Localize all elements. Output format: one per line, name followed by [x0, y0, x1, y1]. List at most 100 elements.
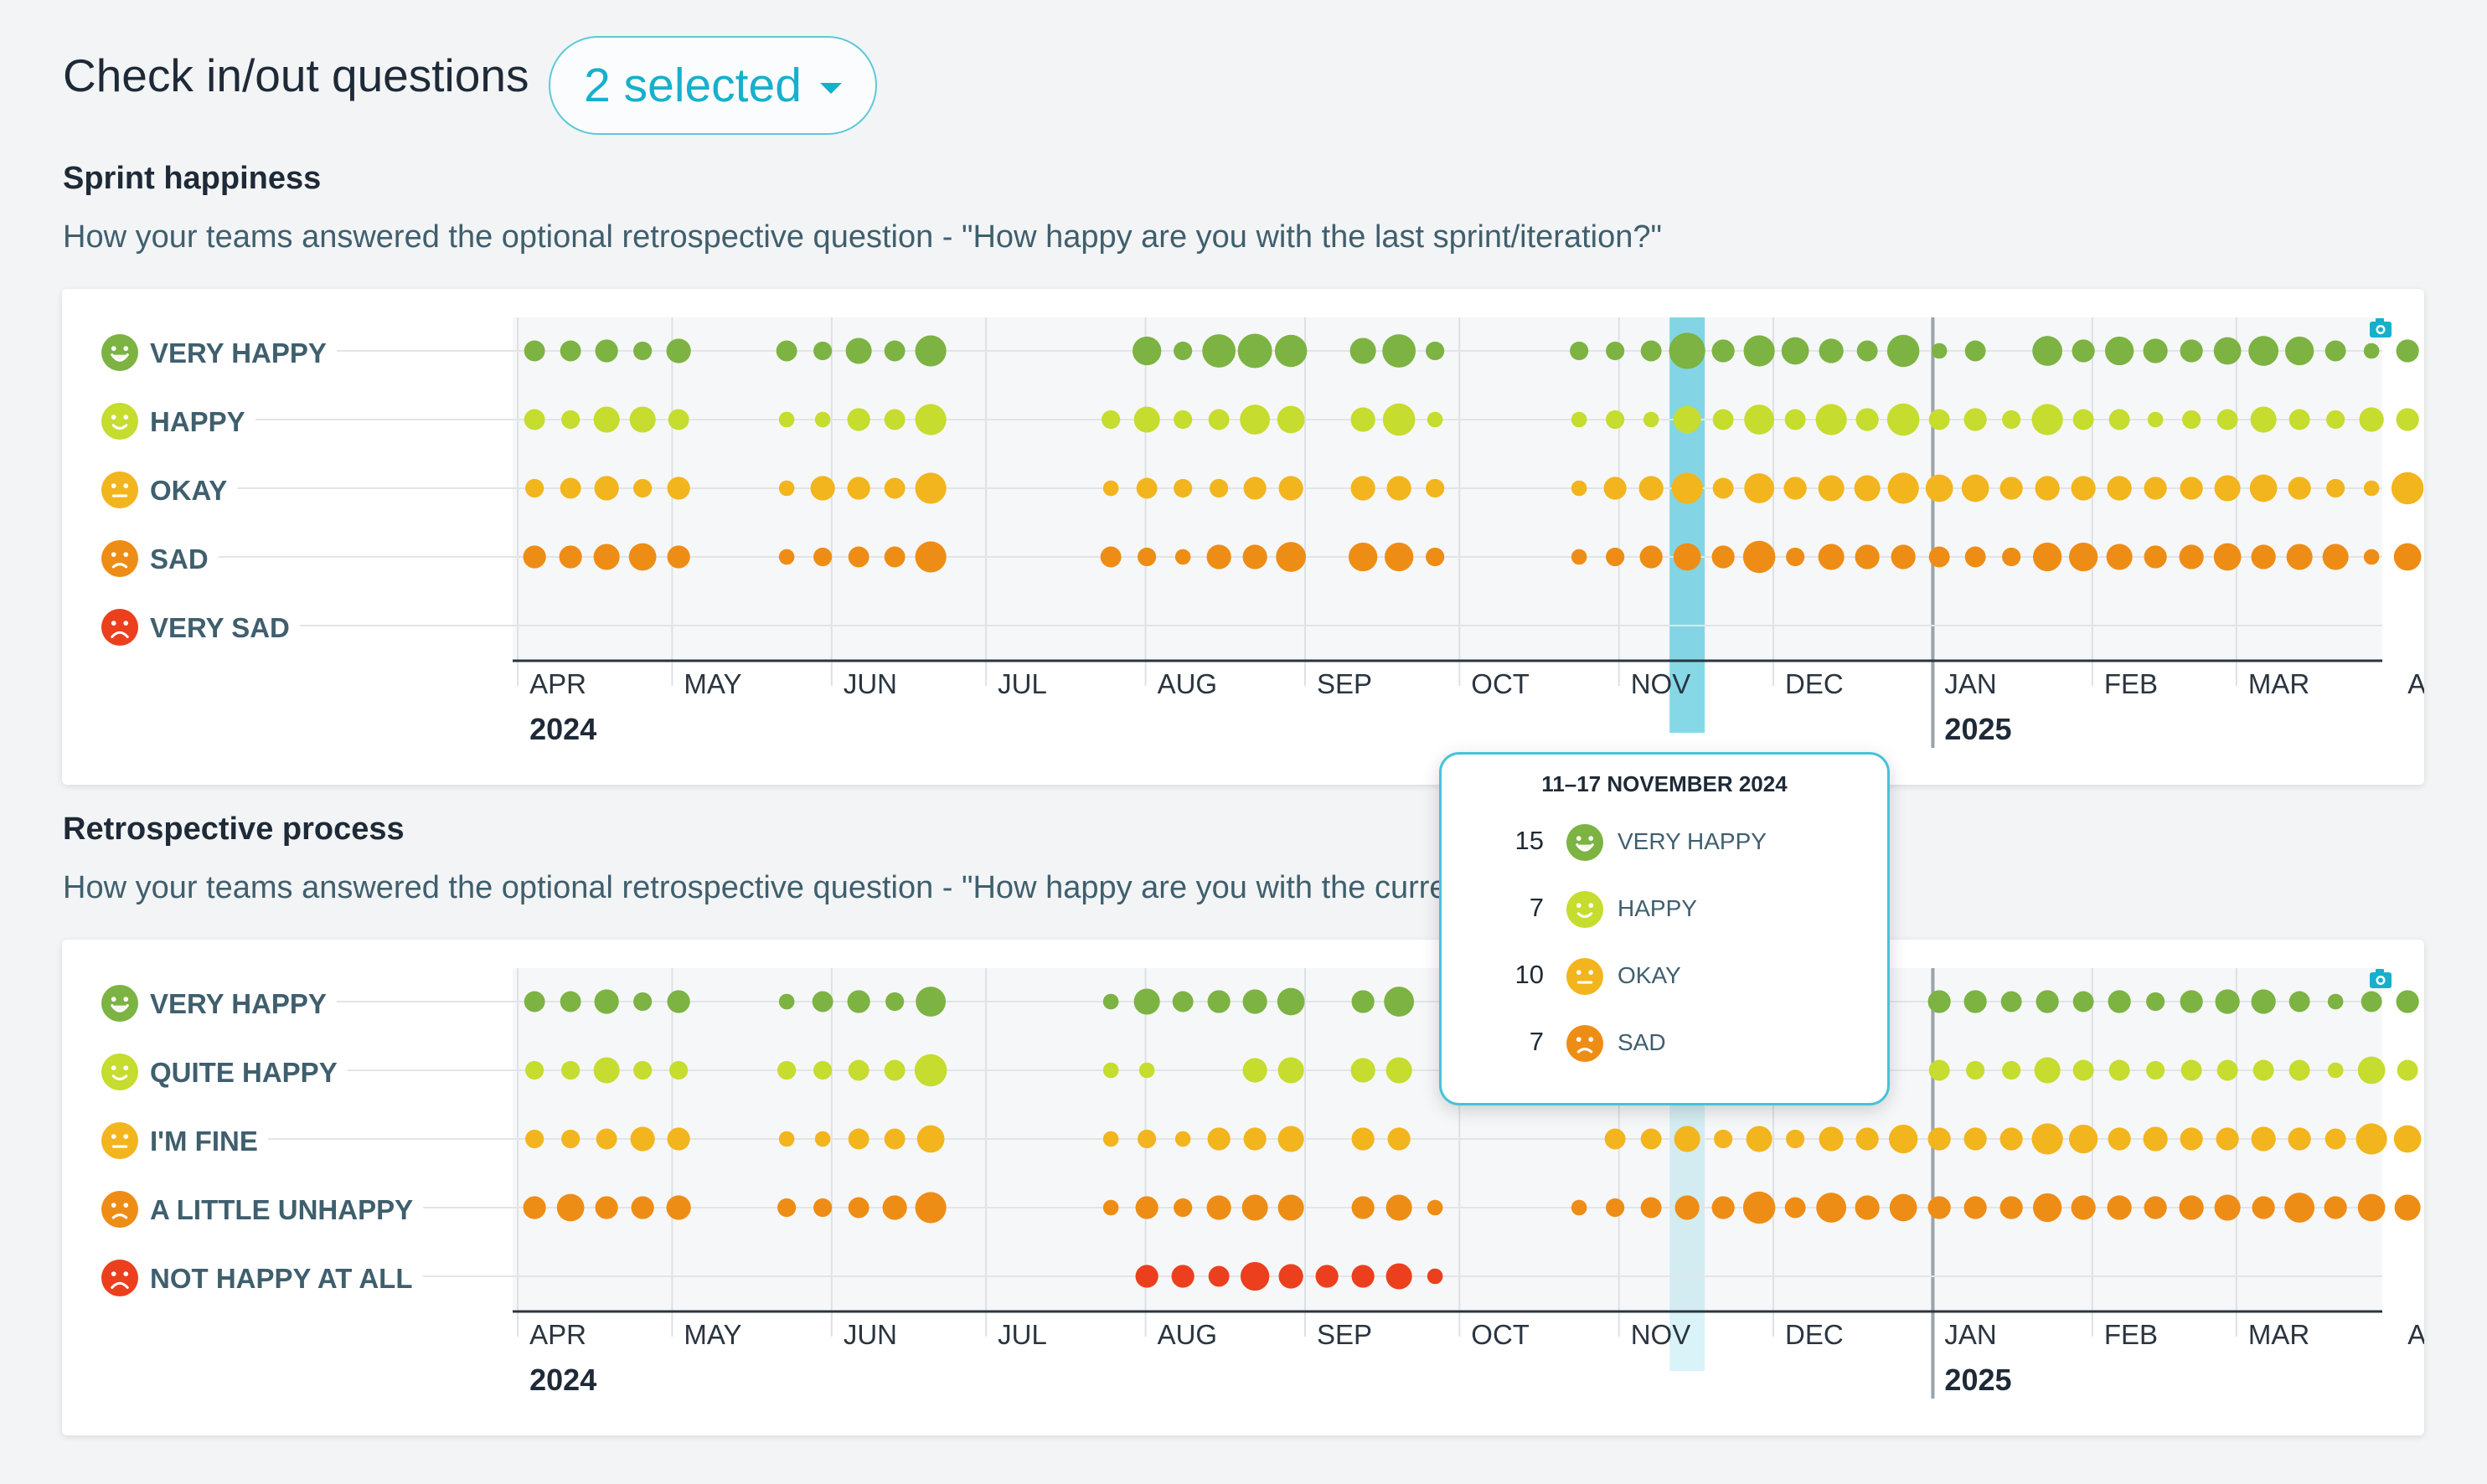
- data-point[interactable]: [848, 1059, 869, 1081]
- data-point[interactable]: [523, 545, 546, 569]
- data-point[interactable]: [594, 989, 619, 1014]
- data-point[interactable]: [1855, 1195, 1880, 1220]
- data-point[interactable]: [2288, 477, 2311, 500]
- data-point[interactable]: [848, 546, 869, 568]
- data-point[interactable]: [2363, 343, 2380, 359]
- data-point[interactable]: [525, 478, 544, 498]
- data-point[interactable]: [776, 340, 797, 362]
- data-point[interactable]: [2288, 1059, 2310, 1081]
- data-point[interactable]: [1999, 1196, 2023, 1219]
- data-point[interactable]: [2249, 474, 2278, 502]
- data-point[interactable]: [1712, 409, 1734, 430]
- data-point[interactable]: [1714, 1129, 1733, 1149]
- data-point[interactable]: [915, 472, 947, 504]
- data-point[interactable]: [1172, 991, 1194, 1013]
- data-point[interactable]: [884, 1059, 906, 1081]
- data-point[interactable]: [629, 406, 656, 433]
- data-point[interactable]: [1673, 405, 1701, 434]
- data-point[interactable]: [845, 338, 872, 364]
- data-point[interactable]: [1100, 546, 1122, 568]
- data-point[interactable]: [2180, 339, 2203, 363]
- data-point[interactable]: [810, 476, 835, 501]
- data-point[interactable]: [1102, 480, 1119, 497]
- data-point[interactable]: [1382, 334, 1416, 368]
- data-point[interactable]: [2072, 339, 2095, 363]
- data-point[interactable]: [1174, 1131, 1191, 1147]
- data-point[interactable]: [2107, 1195, 2132, 1220]
- data-point[interactable]: [1640, 340, 1662, 362]
- data-point[interactable]: [1240, 1261, 1270, 1291]
- highlighted-week-band[interactable]: [1669, 317, 1705, 733]
- data-point[interactable]: [777, 1198, 797, 1218]
- data-point[interactable]: [2284, 1193, 2315, 1223]
- data-point[interactable]: [1819, 1126, 1844, 1152]
- data-point[interactable]: [1426, 478, 1445, 498]
- data-point[interactable]: [1427, 1199, 1443, 1216]
- data-point[interactable]: [631, 1196, 654, 1219]
- data-point[interactable]: [2324, 340, 2346, 362]
- data-point[interactable]: [595, 1196, 618, 1219]
- data-point[interactable]: [2180, 477, 2203, 500]
- data-point[interactable]: [1674, 1195, 1700, 1220]
- data-point[interactable]: [2394, 1194, 2421, 1221]
- data-point[interactable]: [595, 339, 618, 363]
- data-point[interactable]: [2072, 991, 2094, 1013]
- data-point[interactable]: [2071, 476, 2096, 501]
- data-point[interactable]: [2361, 991, 2382, 1013]
- data-point[interactable]: [2288, 991, 2310, 1013]
- data-point[interactable]: [1639, 545, 1663, 569]
- data-point[interactable]: [813, 547, 833, 567]
- data-point[interactable]: [2216, 1127, 2239, 1151]
- data-point[interactable]: [561, 1129, 580, 1149]
- data-point[interactable]: [1818, 475, 1845, 502]
- data-point[interactable]: [847, 477, 870, 500]
- data-point[interactable]: [630, 1126, 655, 1152]
- data-point[interactable]: [1132, 336, 1162, 366]
- data-point[interactable]: [556, 1193, 585, 1222]
- data-point[interactable]: [633, 478, 653, 498]
- data-point[interactable]: [2393, 1125, 2422, 1153]
- data-point[interactable]: [915, 404, 947, 435]
- data-point[interactable]: [778, 993, 795, 1010]
- data-point[interactable]: [524, 409, 545, 430]
- data-point[interactable]: [1102, 1131, 1119, 1147]
- data-point[interactable]: [1963, 408, 1987, 431]
- data-point[interactable]: [667, 1127, 690, 1151]
- data-point[interactable]: [1928, 1059, 1950, 1081]
- data-point[interactable]: [525, 1129, 544, 1149]
- data-point[interactable]: [1931, 343, 1948, 359]
- data-point[interactable]: [2248, 336, 2279, 366]
- data-point[interactable]: [561, 1060, 580, 1080]
- data-point[interactable]: [1640, 1197, 1662, 1219]
- data-point[interactable]: [1242, 989, 1267, 1014]
- data-point[interactable]: [2108, 990, 2131, 1013]
- data-point[interactable]: [1638, 476, 1664, 501]
- data-point[interactable]: [813, 1198, 833, 1218]
- data-point[interactable]: [1385, 1057, 1412, 1084]
- data-point[interactable]: [1964, 546, 1986, 568]
- data-point[interactable]: [2251, 989, 2276, 1014]
- data-point[interactable]: [666, 338, 691, 363]
- data-point[interactable]: [1999, 1127, 2023, 1151]
- data-point[interactable]: [1351, 1127, 1375, 1151]
- data-point[interactable]: [1243, 477, 1267, 500]
- data-point[interactable]: [2215, 989, 2240, 1014]
- data-point[interactable]: [1277, 405, 1305, 434]
- data-point[interactable]: [1386, 476, 1411, 501]
- data-point[interactable]: [593, 1057, 620, 1084]
- data-point[interactable]: [524, 340, 545, 362]
- data-point[interactable]: [1783, 477, 1807, 500]
- data-point[interactable]: [1277, 987, 1305, 1016]
- data-point[interactable]: [1571, 549, 1587, 565]
- data-point[interactable]: [1427, 411, 1443, 428]
- data-point[interactable]: [2251, 544, 2276, 569]
- data-point[interactable]: [560, 340, 581, 362]
- data-point[interactable]: [2357, 1193, 2386, 1222]
- data-point[interactable]: [1136, 477, 1158, 499]
- data-point[interactable]: [2363, 549, 2380, 565]
- data-point[interactable]: [1243, 1127, 1267, 1151]
- data-point[interactable]: [2182, 410, 2201, 430]
- data-point[interactable]: [1816, 1193, 1847, 1223]
- data-point[interactable]: [813, 341, 833, 361]
- data-point[interactable]: [1135, 1196, 1158, 1219]
